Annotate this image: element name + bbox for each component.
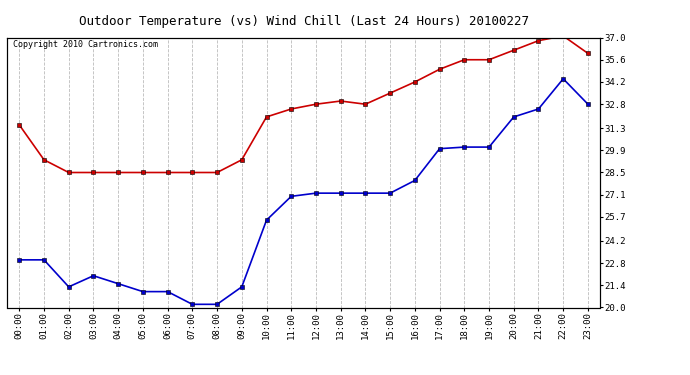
Text: Outdoor Temperature (vs) Wind Chill (Last 24 Hours) 20100227: Outdoor Temperature (vs) Wind Chill (Las… bbox=[79, 15, 529, 28]
Text: Copyright 2010 Cartronics.com: Copyright 2010 Cartronics.com bbox=[13, 40, 158, 49]
